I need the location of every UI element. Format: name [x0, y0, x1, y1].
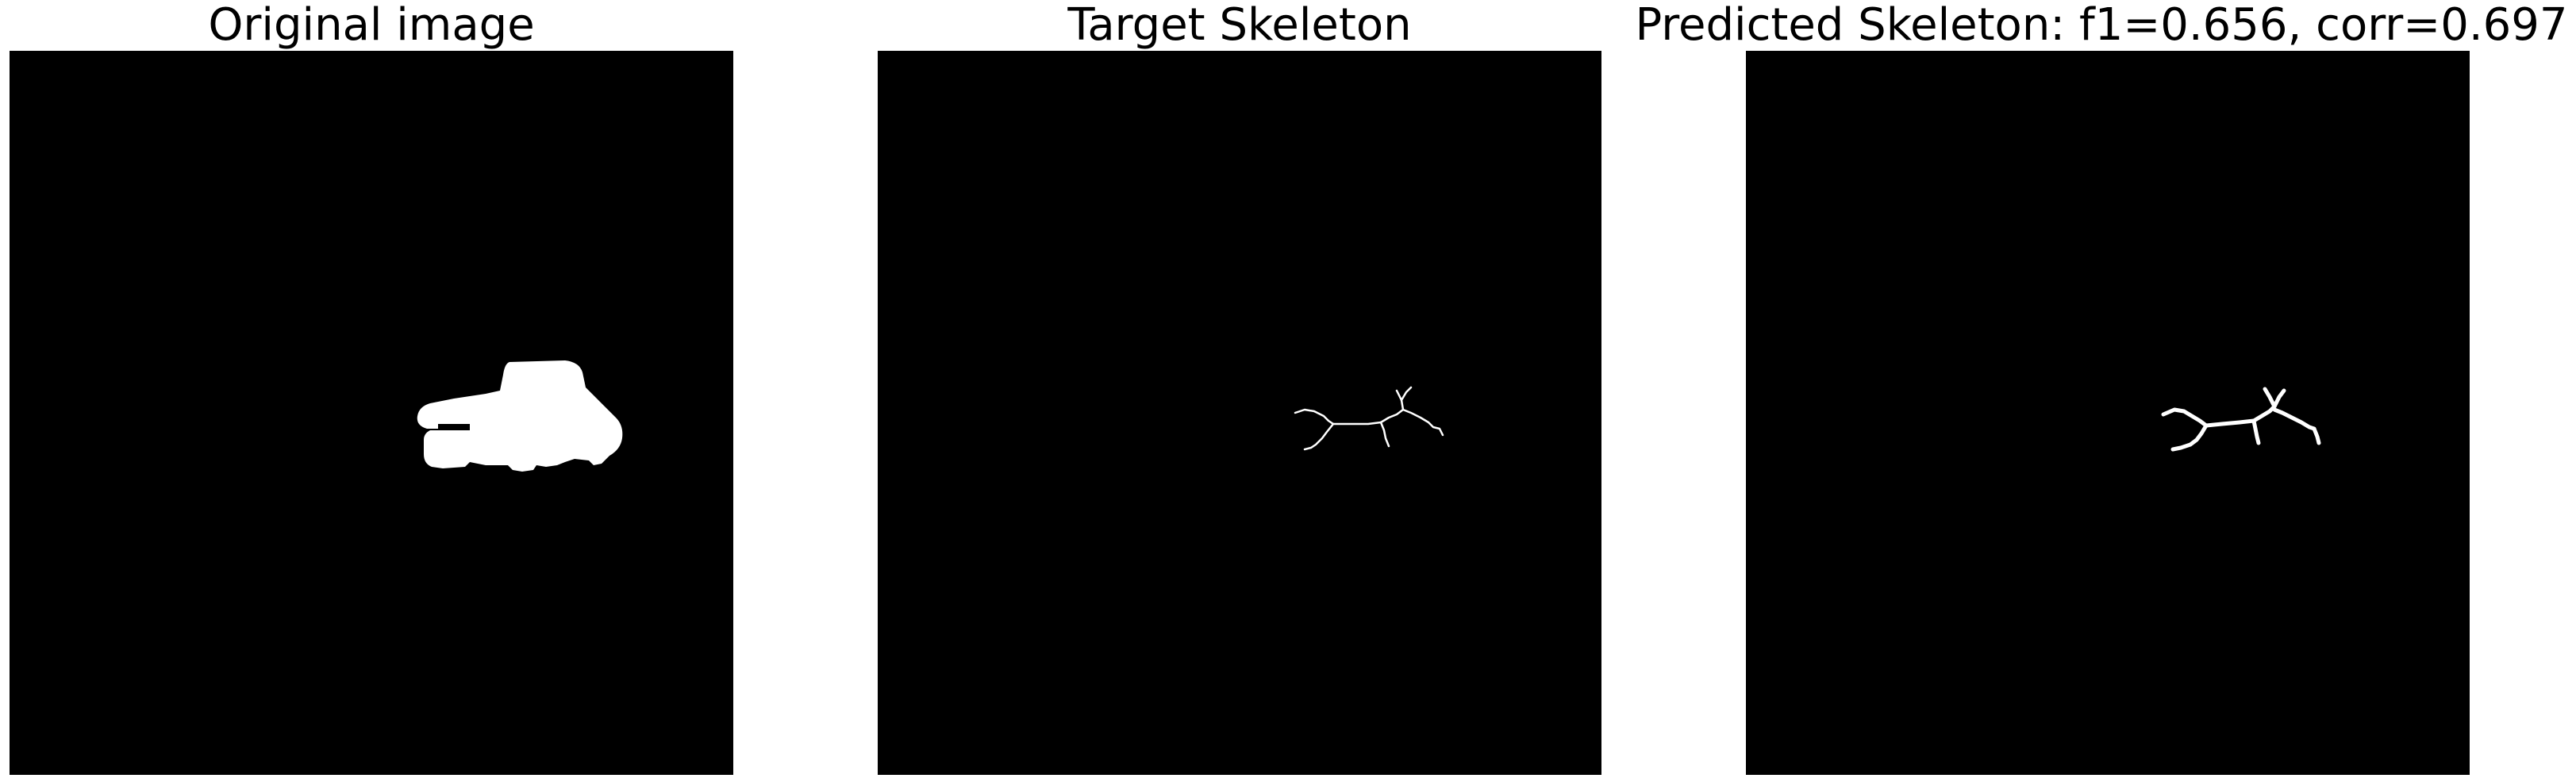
- target-skeleton-canvas: [1294, 386, 1444, 451]
- panel-title-original: Original image: [208, 0, 535, 51]
- target-skeleton-panel: [878, 51, 1601, 775]
- object-blob: [417, 360, 623, 472]
- predicted-skeleton-lines: [2161, 387, 2321, 452]
- panel-title-target: Target Skeleton: [1067, 0, 1412, 51]
- original-image-panel: [10, 51, 733, 775]
- predicted-skeleton-canvas: [2161, 387, 2321, 452]
- predicted-skeleton-panel: [1746, 51, 2470, 775]
- panel-title-predicted: Predicted Skeleton: f1=0.656, corr=0.697: [1635, 0, 2568, 51]
- original-image-canvas: [417, 360, 623, 472]
- blob-notch: [438, 424, 470, 430]
- target-skeleton-lines: [1294, 386, 1444, 451]
